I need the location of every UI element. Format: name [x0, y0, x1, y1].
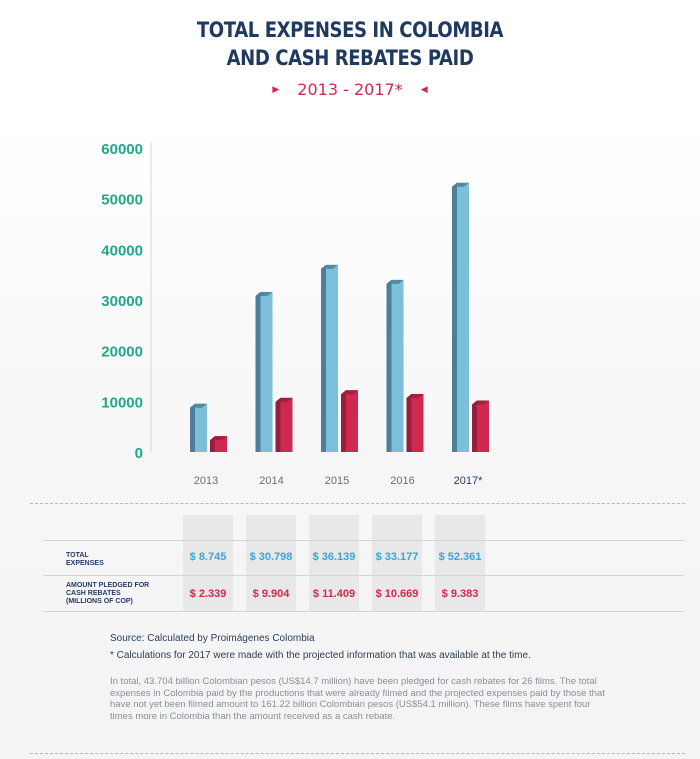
bar-chart: 0 10000 20000 30000 40000 50000 60000 2013 2014 2…	[101, 141, 489, 487]
bar-top	[341, 390, 358, 395]
table-rule	[43, 611, 684, 612]
y-tick-label: 30000	[101, 293, 143, 310]
table-cell: $ 36.139	[312, 551, 356, 563]
table-cell: $ 9.904	[252, 588, 290, 600]
x-category-label: 2014	[259, 475, 283, 487]
arrow-right-icon: ▶	[272, 85, 280, 95]
subtitle-text: 2013 - 2017*	[297, 80, 403, 99]
summary-paragraph: In total, 43.704 billion Colombian pesos…	[110, 676, 605, 722]
table-column-bg	[246, 515, 296, 612]
table-cell: $ 30.798	[249, 551, 293, 563]
bar-side	[275, 397, 281, 452]
bar	[457, 182, 469, 452]
bar-top	[190, 403, 207, 408]
table-rule	[43, 575, 684, 576]
bar-top	[386, 279, 404, 284]
table-rule	[43, 540, 684, 541]
bottom-divider	[30, 753, 685, 754]
source-text: Calculated by Proimágenes Colombia	[147, 633, 315, 644]
arrow-left-icon: ◀	[420, 85, 428, 95]
bar	[326, 264, 338, 452]
bar-top	[210, 436, 227, 441]
bar	[280, 397, 293, 452]
table-cell: $ 2.339	[189, 588, 227, 600]
table-cell: $ 9.383	[441, 588, 479, 600]
bar-top	[406, 393, 424, 398]
table-cell: $ 10.669	[375, 588, 419, 600]
section-divider	[30, 503, 685, 504]
table-cell: $ 52.361	[438, 551, 482, 563]
x-category-label: 2017*	[454, 475, 483, 487]
bar	[195, 403, 207, 452]
chart-title-line1: TOTAL EXPENSES IN COLOMBIA	[196, 18, 504, 42]
bar	[260, 291, 273, 452]
source-line: Source: Calculated by Proimágenes Colomb…	[110, 633, 315, 644]
bar-side	[255, 291, 261, 452]
table-column-bg	[309, 515, 359, 612]
bar	[477, 400, 489, 452]
bar-side	[472, 400, 477, 452]
table-cell: $ 8.745	[189, 551, 227, 563]
bar-side	[386, 279, 392, 452]
subtitle: ▶ 2013 - 2017* ◀	[0, 80, 700, 99]
bar-side	[321, 264, 326, 452]
y-tick-label: 60000	[101, 141, 143, 158]
bar-side	[406, 393, 412, 452]
x-category-label: 2015	[325, 475, 349, 487]
bar-top	[275, 397, 293, 402]
table-cell: $ 33.177	[375, 551, 419, 563]
chart-title-line2: AND CASH REBATES PAID	[226, 46, 474, 70]
y-tick-label: 40000	[101, 242, 143, 259]
bar-side	[452, 182, 457, 452]
y-tick-label: 50000	[101, 192, 143, 209]
bar-top	[255, 291, 273, 296]
bar-top	[321, 264, 338, 269]
bar-top	[452, 182, 469, 187]
bar	[391, 279, 404, 452]
bar-top	[472, 400, 489, 405]
bar-side	[341, 390, 346, 452]
bar	[411, 393, 424, 452]
bar-side	[190, 403, 195, 452]
y-tick-label: 20000	[101, 344, 143, 361]
y-tick-label: 0	[135, 445, 143, 462]
footnote: * Calculations for 2017 were made with t…	[110, 650, 531, 661]
table-row-label: TOTAL EXPENSES	[66, 552, 104, 567]
x-category-label: 2013	[194, 475, 218, 487]
y-tick-label: 10000	[101, 394, 143, 411]
table-column-bg	[435, 515, 485, 612]
table-row-label: AMOUNT PLEDGED FOR CASH REBATES (MILLION…	[66, 582, 150, 605]
bar	[346, 390, 358, 452]
table-column-bg	[372, 515, 422, 612]
table-cell: $ 11.409	[312, 588, 356, 600]
x-category-label: 2016	[390, 475, 414, 487]
source-label: Source:	[110, 633, 145, 644]
table-column-bg	[183, 515, 233, 612]
